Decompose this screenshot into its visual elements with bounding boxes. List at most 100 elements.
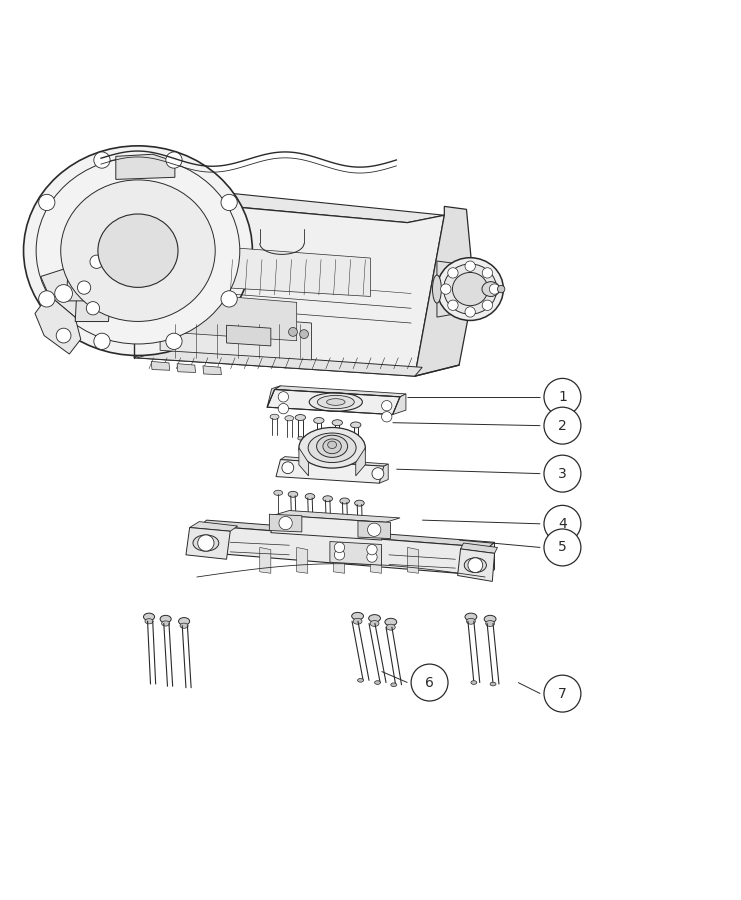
Polygon shape [485, 543, 494, 575]
Text: 2: 2 [558, 418, 567, 433]
Circle shape [411, 664, 448, 701]
Polygon shape [197, 526, 488, 575]
Circle shape [544, 407, 581, 444]
Ellipse shape [335, 442, 340, 446]
Ellipse shape [482, 282, 499, 296]
Circle shape [221, 291, 237, 307]
Circle shape [278, 403, 288, 414]
Polygon shape [415, 206, 473, 376]
Ellipse shape [327, 399, 345, 405]
Circle shape [94, 152, 110, 168]
Polygon shape [130, 176, 149, 201]
Circle shape [221, 194, 237, 211]
Polygon shape [356, 448, 365, 476]
Ellipse shape [305, 493, 315, 500]
Ellipse shape [465, 613, 476, 620]
Ellipse shape [145, 618, 153, 624]
Ellipse shape [270, 414, 279, 419]
Circle shape [441, 284, 451, 294]
Circle shape [482, 300, 493, 310]
Ellipse shape [179, 617, 190, 625]
Circle shape [544, 529, 581, 566]
Ellipse shape [391, 683, 396, 687]
Circle shape [90, 255, 103, 268]
Circle shape [198, 535, 214, 551]
Polygon shape [151, 362, 170, 370]
Ellipse shape [162, 621, 170, 626]
Polygon shape [134, 348, 422, 376]
Ellipse shape [353, 618, 362, 625]
Polygon shape [177, 364, 196, 373]
Polygon shape [268, 386, 280, 407]
Circle shape [372, 468, 384, 480]
Ellipse shape [355, 500, 365, 506]
Circle shape [55, 284, 73, 302]
Ellipse shape [328, 441, 336, 448]
Polygon shape [330, 542, 382, 565]
Ellipse shape [497, 285, 505, 292]
Ellipse shape [193, 535, 219, 551]
Polygon shape [160, 311, 311, 360]
Polygon shape [164, 292, 296, 341]
Circle shape [282, 462, 293, 473]
Circle shape [468, 558, 482, 572]
Ellipse shape [433, 275, 442, 303]
Ellipse shape [340, 498, 350, 504]
Polygon shape [274, 510, 400, 522]
Circle shape [367, 552, 377, 562]
Ellipse shape [98, 214, 178, 287]
Polygon shape [75, 293, 110, 321]
Polygon shape [268, 390, 400, 415]
Ellipse shape [313, 418, 324, 423]
Circle shape [56, 328, 71, 343]
Circle shape [77, 281, 90, 294]
Circle shape [39, 291, 55, 307]
Circle shape [465, 307, 475, 317]
Ellipse shape [316, 436, 348, 457]
Circle shape [39, 194, 55, 211]
Ellipse shape [353, 444, 359, 447]
Polygon shape [271, 515, 385, 540]
Ellipse shape [326, 521, 331, 525]
Polygon shape [116, 154, 175, 179]
Text: 3: 3 [558, 466, 567, 481]
Polygon shape [223, 247, 370, 296]
Polygon shape [67, 273, 102, 301]
Ellipse shape [490, 682, 496, 686]
Ellipse shape [467, 618, 475, 625]
Circle shape [448, 300, 458, 310]
Ellipse shape [453, 273, 488, 306]
Ellipse shape [385, 618, 396, 626]
Circle shape [368, 523, 381, 536]
Polygon shape [296, 547, 308, 573]
Polygon shape [458, 549, 494, 581]
Circle shape [489, 284, 499, 294]
Polygon shape [227, 325, 271, 346]
Polygon shape [276, 460, 384, 483]
Text: 5: 5 [558, 540, 567, 554]
Ellipse shape [298, 436, 303, 440]
Ellipse shape [386, 625, 395, 630]
Polygon shape [299, 448, 308, 476]
Circle shape [544, 506, 581, 543]
Circle shape [382, 400, 392, 411]
Polygon shape [408, 547, 419, 573]
Ellipse shape [465, 558, 486, 572]
Ellipse shape [437, 257, 503, 320]
Ellipse shape [323, 439, 342, 454]
Polygon shape [379, 464, 388, 483]
Circle shape [367, 544, 377, 554]
Ellipse shape [288, 491, 298, 497]
Text: 4: 4 [558, 517, 567, 531]
Ellipse shape [369, 615, 380, 622]
Circle shape [448, 267, 458, 278]
Circle shape [94, 333, 110, 349]
Ellipse shape [317, 395, 354, 409]
Ellipse shape [358, 526, 363, 529]
Text: 1: 1 [558, 390, 567, 404]
Ellipse shape [444, 264, 496, 314]
Ellipse shape [299, 428, 365, 468]
Ellipse shape [323, 496, 333, 501]
Polygon shape [370, 547, 382, 573]
Circle shape [279, 517, 292, 530]
